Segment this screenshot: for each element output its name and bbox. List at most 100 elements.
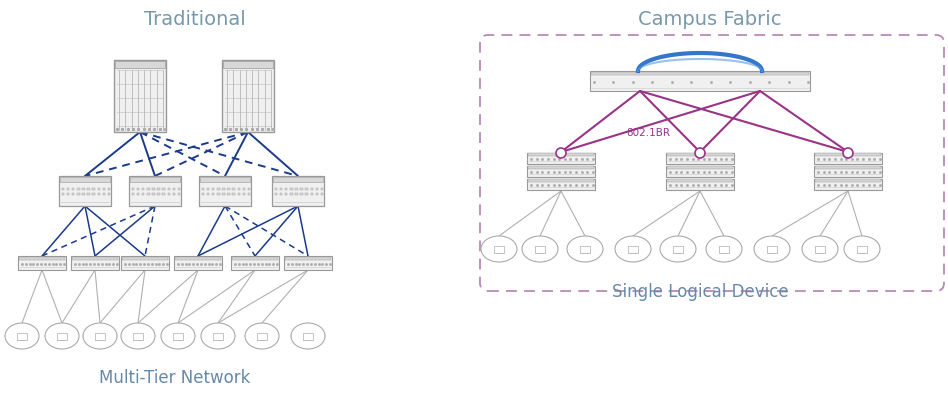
FancyBboxPatch shape xyxy=(60,177,110,182)
FancyBboxPatch shape xyxy=(132,193,135,195)
FancyBboxPatch shape xyxy=(217,193,220,195)
FancyBboxPatch shape xyxy=(666,178,734,190)
FancyBboxPatch shape xyxy=(82,188,84,190)
FancyBboxPatch shape xyxy=(168,188,170,190)
FancyBboxPatch shape xyxy=(815,166,881,169)
FancyBboxPatch shape xyxy=(273,177,323,182)
FancyBboxPatch shape xyxy=(102,188,105,190)
FancyBboxPatch shape xyxy=(202,188,204,190)
FancyBboxPatch shape xyxy=(98,188,100,190)
Text: 802.1BR: 802.1BR xyxy=(626,128,670,138)
FancyBboxPatch shape xyxy=(129,176,181,206)
Circle shape xyxy=(556,148,566,158)
FancyBboxPatch shape xyxy=(72,188,75,190)
FancyBboxPatch shape xyxy=(527,166,595,176)
FancyBboxPatch shape xyxy=(67,193,69,195)
FancyBboxPatch shape xyxy=(280,193,283,195)
Ellipse shape xyxy=(481,236,517,262)
FancyBboxPatch shape xyxy=(98,193,100,195)
FancyBboxPatch shape xyxy=(527,178,595,190)
FancyBboxPatch shape xyxy=(243,188,246,190)
FancyBboxPatch shape xyxy=(814,178,882,190)
FancyBboxPatch shape xyxy=(590,71,810,91)
FancyBboxPatch shape xyxy=(200,177,250,182)
FancyBboxPatch shape xyxy=(301,193,302,195)
FancyBboxPatch shape xyxy=(114,60,166,132)
FancyBboxPatch shape xyxy=(77,188,80,190)
FancyBboxPatch shape xyxy=(174,256,222,270)
FancyBboxPatch shape xyxy=(59,176,111,206)
FancyBboxPatch shape xyxy=(217,188,220,190)
FancyBboxPatch shape xyxy=(87,193,90,195)
FancyBboxPatch shape xyxy=(142,193,144,195)
FancyBboxPatch shape xyxy=(243,193,246,195)
FancyBboxPatch shape xyxy=(295,188,298,190)
Ellipse shape xyxy=(201,323,235,349)
Text: Campus Fabric: Campus Fabric xyxy=(638,10,782,29)
FancyBboxPatch shape xyxy=(231,256,279,270)
FancyBboxPatch shape xyxy=(222,188,225,190)
FancyBboxPatch shape xyxy=(814,166,882,176)
FancyBboxPatch shape xyxy=(130,177,180,182)
FancyBboxPatch shape xyxy=(528,179,594,182)
FancyBboxPatch shape xyxy=(212,193,214,195)
FancyBboxPatch shape xyxy=(316,193,319,195)
Ellipse shape xyxy=(844,236,880,262)
Ellipse shape xyxy=(83,323,117,349)
FancyBboxPatch shape xyxy=(320,188,323,190)
FancyBboxPatch shape xyxy=(132,188,135,190)
Ellipse shape xyxy=(706,236,742,262)
FancyBboxPatch shape xyxy=(285,188,287,190)
Ellipse shape xyxy=(567,236,603,262)
FancyBboxPatch shape xyxy=(199,176,251,206)
FancyBboxPatch shape xyxy=(173,193,175,195)
FancyBboxPatch shape xyxy=(19,257,65,259)
FancyBboxPatch shape xyxy=(814,152,882,164)
FancyBboxPatch shape xyxy=(311,188,313,190)
FancyBboxPatch shape xyxy=(157,188,160,190)
FancyBboxPatch shape xyxy=(222,193,225,195)
FancyBboxPatch shape xyxy=(121,256,169,270)
Circle shape xyxy=(843,148,853,158)
FancyBboxPatch shape xyxy=(137,193,139,195)
FancyBboxPatch shape xyxy=(162,193,165,195)
FancyBboxPatch shape xyxy=(320,193,323,195)
FancyBboxPatch shape xyxy=(247,188,250,190)
FancyBboxPatch shape xyxy=(275,193,277,195)
FancyBboxPatch shape xyxy=(284,256,332,270)
FancyBboxPatch shape xyxy=(290,193,293,195)
Text: Multi-Tier Network: Multi-Tier Network xyxy=(100,369,250,387)
FancyBboxPatch shape xyxy=(202,193,204,195)
FancyBboxPatch shape xyxy=(528,166,594,169)
FancyBboxPatch shape xyxy=(137,188,139,190)
FancyBboxPatch shape xyxy=(238,188,240,190)
FancyBboxPatch shape xyxy=(815,153,881,156)
FancyBboxPatch shape xyxy=(223,61,273,68)
FancyBboxPatch shape xyxy=(178,193,180,195)
FancyBboxPatch shape xyxy=(157,193,160,195)
FancyBboxPatch shape xyxy=(173,188,175,190)
Ellipse shape xyxy=(802,236,838,262)
FancyBboxPatch shape xyxy=(275,188,277,190)
FancyBboxPatch shape xyxy=(305,188,308,190)
Ellipse shape xyxy=(754,236,790,262)
Ellipse shape xyxy=(5,323,39,349)
FancyBboxPatch shape xyxy=(228,193,229,195)
FancyBboxPatch shape xyxy=(232,257,278,259)
FancyBboxPatch shape xyxy=(77,193,80,195)
FancyBboxPatch shape xyxy=(147,193,150,195)
FancyBboxPatch shape xyxy=(228,188,229,190)
FancyBboxPatch shape xyxy=(147,188,150,190)
Text: Traditional: Traditional xyxy=(144,10,246,29)
FancyBboxPatch shape xyxy=(815,179,881,182)
FancyBboxPatch shape xyxy=(280,188,283,190)
FancyBboxPatch shape xyxy=(591,71,809,75)
Ellipse shape xyxy=(161,323,195,349)
FancyBboxPatch shape xyxy=(301,188,302,190)
FancyBboxPatch shape xyxy=(87,188,90,190)
FancyBboxPatch shape xyxy=(102,193,105,195)
FancyBboxPatch shape xyxy=(93,193,95,195)
Ellipse shape xyxy=(615,236,651,262)
FancyBboxPatch shape xyxy=(666,166,734,176)
FancyBboxPatch shape xyxy=(108,193,110,195)
